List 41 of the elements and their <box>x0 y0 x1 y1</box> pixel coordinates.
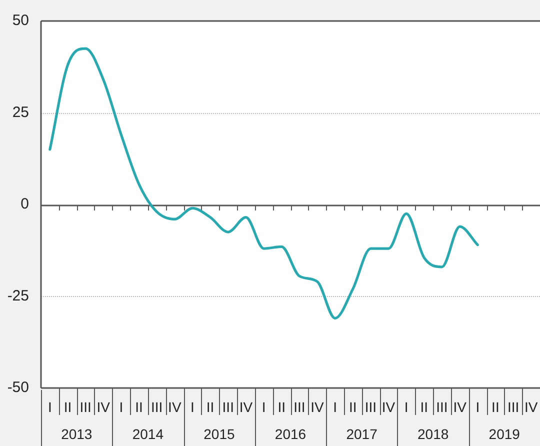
x-tick-label: I <box>262 398 266 415</box>
x-tick-label: IV <box>382 398 396 415</box>
text: 2017 <box>346 426 378 442</box>
y-tick-label: 25 <box>12 104 29 121</box>
x-tick-label: III <box>294 398 306 415</box>
text: 2013 <box>61 426 92 442</box>
x-tick-label: IV <box>239 398 254 415</box>
x-tick-label: II <box>135 398 143 415</box>
x-tick-label: IV <box>168 398 182 415</box>
x-tick-label: I <box>333 398 337 415</box>
x-tick-label: I <box>190 398 194 415</box>
x-tick-label: I <box>476 398 480 415</box>
x-tick-label: II <box>492 398 500 415</box>
x-tick-label: II <box>420 398 428 415</box>
text: 2018 <box>417 426 449 442</box>
x-tick-label: IV <box>310 398 325 415</box>
x-tick-label: IV <box>453 398 468 415</box>
x-tick-label: III <box>151 398 163 415</box>
x-tick-label: I <box>119 398 124 415</box>
x-tick-label: II <box>348 398 357 415</box>
y-tick-label: -25 <box>7 287 29 304</box>
text: 2016 <box>274 426 306 442</box>
line-series <box>48 47 479 320</box>
text: 2014 <box>132 426 164 442</box>
x-tick-label: III <box>364 398 377 415</box>
x-tick-label: I <box>404 398 408 415</box>
x-tick-label: II <box>278 398 286 415</box>
x-tick-label: IV <box>96 398 111 415</box>
x-tick-label: III <box>222 398 234 415</box>
y-tick-label: 0 <box>20 196 29 213</box>
x-tick-label: III <box>507 398 520 415</box>
x-tick-label: IV <box>524 398 538 415</box>
y-tick-label: 50 <box>12 12 29 30</box>
x-tick-label: III <box>436 398 448 415</box>
x-tick-label: I <box>48 398 52 415</box>
x-tick-label: II <box>64 398 72 415</box>
x-tick-label: II <box>206 398 214 415</box>
x-tick-label: III <box>80 398 92 415</box>
text: 2019 <box>488 426 520 442</box>
text: 2015 <box>204 426 235 442</box>
y-tick-label: -50 <box>7 379 29 396</box>
